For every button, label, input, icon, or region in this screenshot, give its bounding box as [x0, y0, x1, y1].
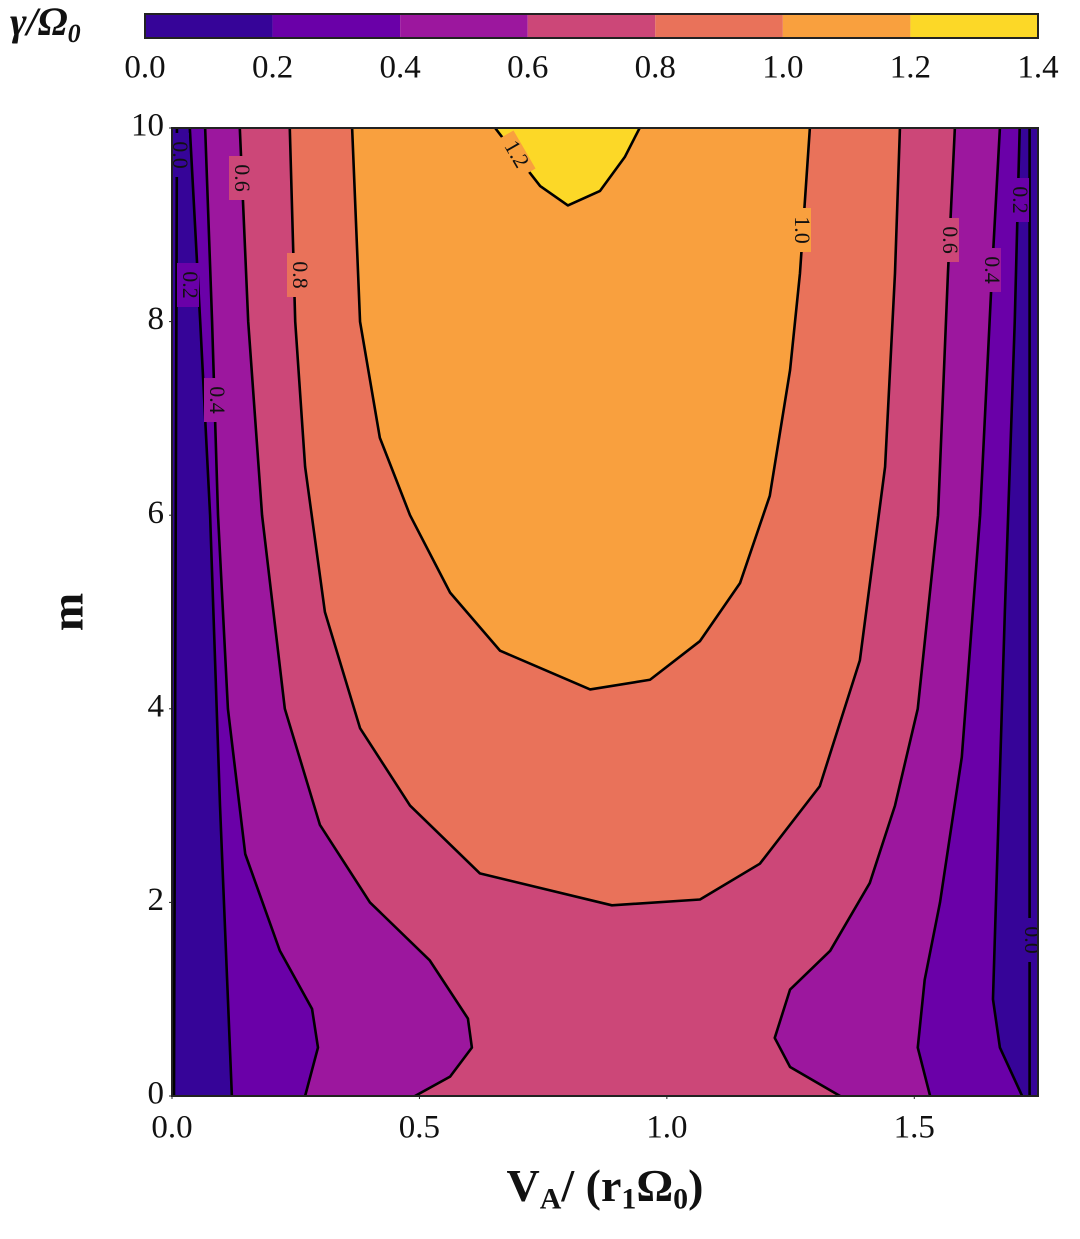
x-tick-label: 0.0	[151, 1110, 192, 1146]
y-tick-label: 2	[148, 882, 165, 918]
colorbar-band	[527, 14, 656, 38]
contour-label-group: 0.8	[287, 253, 313, 297]
colorbar-label-part: 0	[68, 19, 81, 48]
contour-label: 0.2	[178, 271, 203, 299]
contour-line	[350, 128, 812, 691]
x-tick-label: 0.5	[399, 1110, 440, 1146]
contour-label-backdrop	[287, 253, 309, 297]
x-axis-label-part: V	[507, 1160, 540, 1211]
contour-label-backdrop	[229, 156, 251, 200]
y-tick-label: 0	[148, 1076, 165, 1112]
colorbar-tick-label: 0.8	[635, 50, 676, 86]
contour-line	[288, 128, 902, 907]
contour-label-backdrop	[1019, 918, 1038, 962]
contour-label: 0.0	[1020, 926, 1045, 954]
contour-label-backdrop	[1007, 178, 1029, 222]
contour-label-group: 0.4	[979, 248, 1005, 292]
colorbar-tick-label: 0.0	[124, 50, 165, 86]
colorbar-band	[272, 14, 401, 38]
contour-label: 1.0	[790, 216, 815, 244]
contour-line	[238, 128, 957, 1096]
contour-label-group: 0.2	[177, 263, 203, 307]
colorbar-band	[655, 14, 783, 38]
contour-label-backdrop	[177, 263, 199, 307]
contour-label-group: 1.0	[789, 208, 815, 252]
y-tick-label: 10	[131, 108, 164, 144]
colorbar-band	[910, 14, 1038, 38]
colorbar-label-part: γ/Ω	[10, 0, 68, 44]
contour-label-group: 0.4	[204, 378, 230, 422]
x-tick-label: 1.0	[646, 1110, 687, 1146]
colorbar-tick-label: 1.2	[890, 50, 931, 86]
x-axis-label-part: 1	[621, 1182, 636, 1215]
y-tick-label: 8	[148, 301, 165, 337]
y-axis-label: m	[42, 593, 93, 631]
colorbar-band	[145, 14, 273, 38]
contour-label-group: 0.6	[229, 156, 255, 200]
contour-label: 0.2	[1008, 186, 1033, 214]
contour-label-backdrop	[937, 218, 959, 262]
contour-label-backdrop	[494, 130, 536, 180]
colorbar-tick-label: 0.6	[507, 50, 548, 86]
contour-label: 0.6	[938, 226, 963, 254]
colorbar-tick-label: 1.0	[762, 50, 803, 86]
contour-label: 0.6	[230, 164, 255, 192]
overlay: 0.0 0.5 1.0 1.5 0 2 4 6 8 10	[131, 108, 1039, 1146]
colorbar-label: γ/Ω0	[10, 0, 81, 48]
y-tick-label: 6	[148, 495, 165, 531]
plot-frame	[171, 127, 1039, 1097]
contour-label-backdrop	[204, 378, 226, 422]
x-tick-label: 1.5	[894, 1110, 935, 1146]
x-axis-label-part: 0	[673, 1182, 688, 1215]
colorbar-band	[400, 14, 528, 38]
contour-label: 0.0	[168, 141, 193, 169]
contour-label-group: 0.0	[1019, 918, 1045, 962]
contour-label: 0.8	[288, 261, 313, 289]
colorbar-tick-label: 0.4	[380, 50, 421, 86]
colorbar-tick-label: 1.4	[1017, 50, 1058, 86]
contour-label-group: 0.2	[1007, 178, 1033, 222]
contour-label-backdrop	[789, 208, 811, 252]
colorbar-band	[782, 14, 911, 38]
contour-label: 0.4	[205, 386, 230, 414]
contour-fill	[352, 128, 810, 690]
x-axis-label-part: )	[688, 1160, 703, 1211]
plot-area: 0.00.20.40.60.81.21.0 0.60.40.20.0	[168, 128, 1045, 1096]
colorbar-tick-label: 0.2	[252, 50, 293, 86]
contour-label-group: 0.6	[937, 218, 963, 262]
x-axis-label-part: Ω	[636, 1160, 673, 1211]
y-tick-label: 4	[148, 688, 165, 724]
x-axis-label-part: A	[540, 1182, 562, 1215]
x-axis-label: VA/ (r1Ω0)	[507, 1160, 704, 1216]
contour-label-backdrop	[979, 248, 1001, 292]
contour-label: 0.4	[980, 256, 1005, 284]
x-axis-label-part: / (r	[560, 1160, 621, 1211]
colorbar-frame	[144, 13, 1039, 39]
